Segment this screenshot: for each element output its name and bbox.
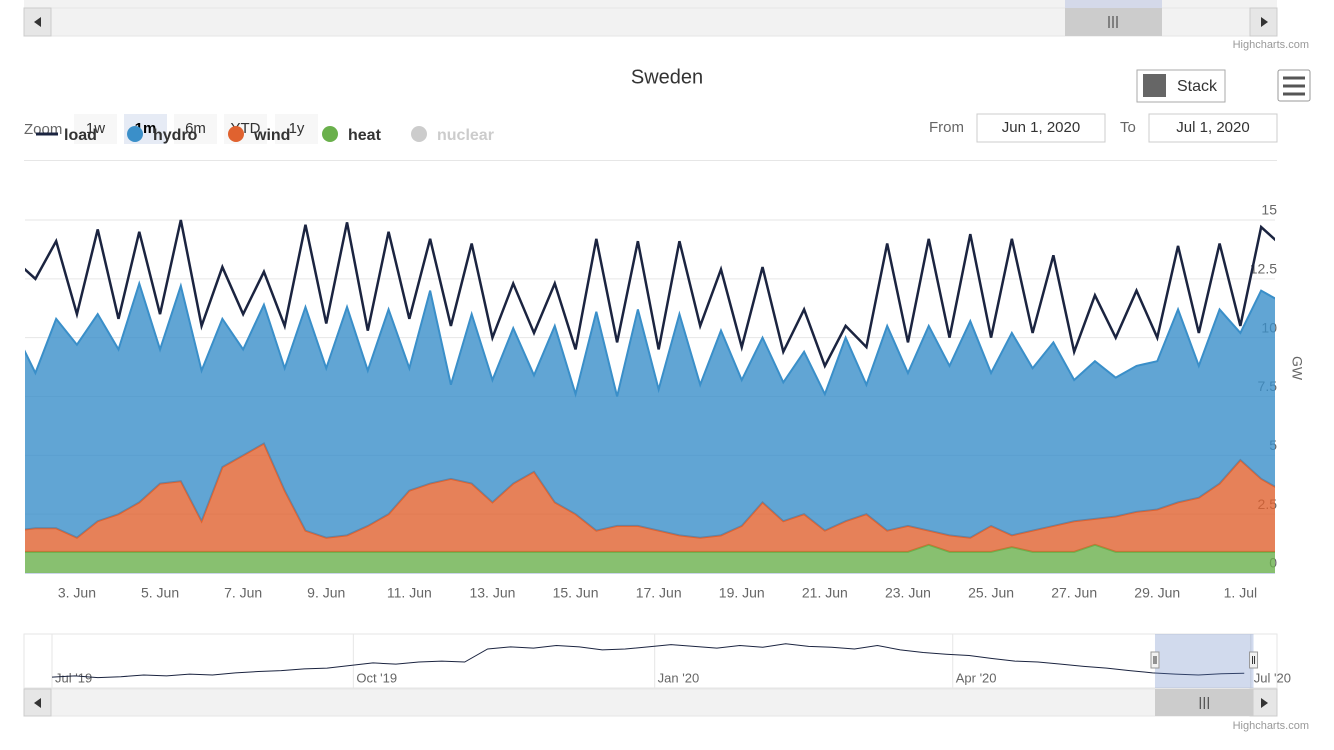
- legend-symbol[interactable]: [322, 126, 338, 142]
- legend-label[interactable]: load: [64, 127, 97, 144]
- nav-tick-label: Apr '20: [956, 670, 997, 685]
- legend-label[interactable]: heat: [348, 127, 382, 144]
- x-tick-label: 21. Jun: [802, 585, 848, 601]
- y-tick-label: 12.5: [1250, 261, 1277, 277]
- nav-tick-label: Jul '19: [55, 670, 92, 685]
- x-tick-label: 17. Jun: [636, 585, 682, 601]
- range-button[interactable]: [74, 114, 117, 144]
- range-button[interactable]: [174, 114, 217, 144]
- arrow: [1261, 698, 1268, 708]
- credits[interactable]: Highcharts.com: [1233, 39, 1309, 51]
- nav-handle-grip: [1153, 656, 1157, 664]
- nav-handle[interactable]: [1150, 651, 1160, 669]
- chart-title: Sweden: [631, 66, 703, 88]
- to-label: To: [1120, 119, 1136, 136]
- x-tick-label: 13. Jun: [469, 585, 515, 601]
- line: [25, 219, 1275, 369]
- legend-label[interactable]: hydro: [153, 127, 198, 144]
- x-tick-label: 25. Jun: [968, 585, 1014, 601]
- from-value[interactable]: Jun 1, 2020: [1002, 119, 1080, 136]
- x-tick-label: 11. Jun: [387, 585, 432, 601]
- button-label: Stack: [1177, 78, 1218, 95]
- arrow: [34, 17, 41, 27]
- nav-background: [24, 0, 1277, 8]
- to-input[interactable]: [1148, 113, 1278, 143]
- arrow: [1261, 17, 1268, 27]
- grip: [1199, 697, 1209, 709]
- legend-symbol[interactable]: [127, 126, 143, 142]
- y-axis-title: GW: [1289, 356, 1305, 381]
- from-input[interactable]: [976, 113, 1106, 143]
- x-tick-label: 7. Jun: [224, 585, 262, 601]
- x-tick-label: 1. Jul: [1224, 585, 1257, 601]
- legend-symbol[interactable]: [228, 126, 244, 142]
- navigator: [23, 633, 1278, 689]
- nav-handle-grip: [1252, 656, 1256, 664]
- legend-label[interactable]: nuclear: [437, 127, 494, 144]
- legend-label[interactable]: wind: [253, 127, 290, 144]
- stack-button[interactable]: Stack: [1136, 69, 1226, 103]
- from-label: From: [929, 119, 964, 136]
- area-fill: [25, 443, 1275, 552]
- legend-symbol[interactable]: [411, 126, 427, 142]
- credits[interactable]: Highcharts.com: [1233, 720, 1309, 732]
- range-button-label[interactable]: 1y: [289, 120, 305, 137]
- x-tick-label: 19. Jun: [719, 585, 765, 601]
- grip: [1108, 16, 1118, 28]
- range-button-label[interactable]: 1w: [86, 120, 105, 137]
- arrow: [34, 698, 41, 708]
- nav-tick-label: Jan '20: [658, 670, 700, 685]
- x-tick-label: 15. Jun: [553, 585, 599, 601]
- nav-selection: [1065, 0, 1162, 8]
- plot-area: [25, 219, 1275, 573]
- x-tick-label: 5. Jun: [141, 585, 179, 601]
- range-button-label[interactable]: 6m: [185, 120, 206, 137]
- nav-selection[interactable]: [1154, 634, 1254, 688]
- to-value[interactable]: Jul 1, 2020: [1176, 119, 1249, 136]
- x-tick-label: 3. Jun: [58, 585, 96, 601]
- nav-tick-label: Oct '19: [356, 670, 397, 685]
- x-tick-label: 29. Jun: [1134, 585, 1180, 601]
- x-tick-label: 9. Jun: [307, 585, 345, 601]
- menu-button[interactable]: [1277, 69, 1311, 102]
- menu-icon: [1283, 76, 1305, 96]
- range-button[interactable]: [275, 114, 318, 144]
- scrollbar-track: [23, 688, 1278, 717]
- x-tick-label: 23. Jun: [885, 585, 931, 601]
- button-icon: [1143, 74, 1166, 97]
- nav-line: [51, 643, 1245, 679]
- x-tick-label: 27. Jun: [1051, 585, 1097, 601]
- y-tick-label: 15: [1261, 202, 1277, 218]
- area-fill: [25, 283, 1275, 538]
- nav-handle[interactable]: [1249, 651, 1259, 669]
- area-line: [25, 280, 1275, 398]
- nav-tick-label: Jul '20: [1254, 670, 1291, 685]
